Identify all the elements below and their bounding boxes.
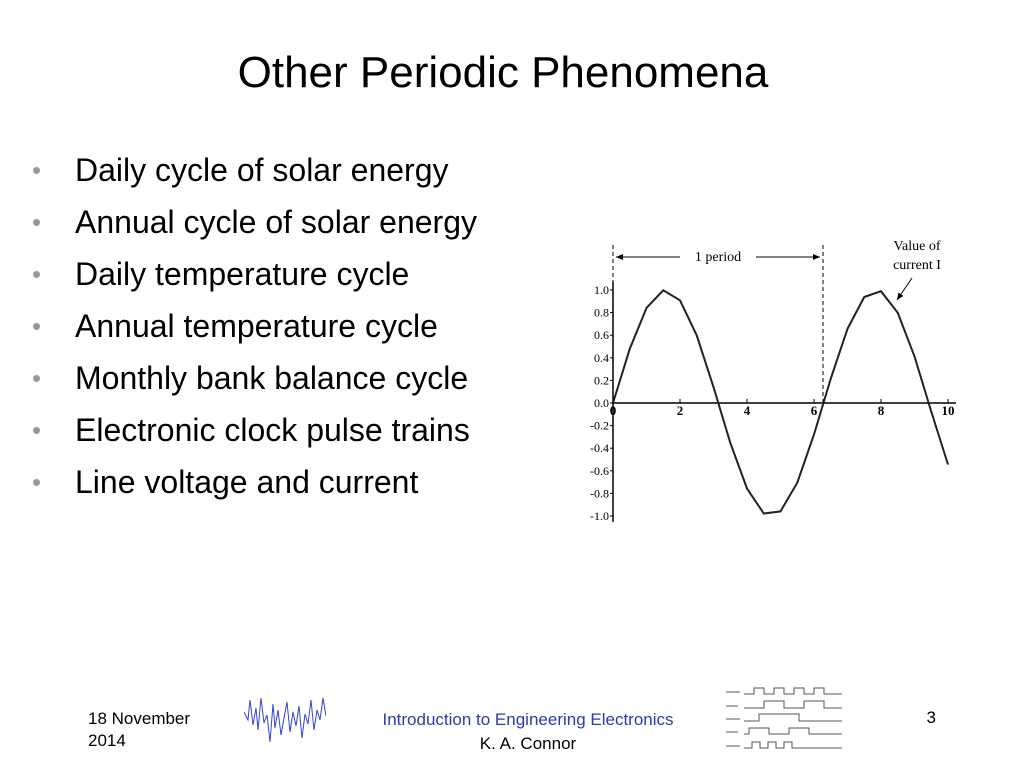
curve-pointer xyxy=(896,277,913,301)
bullet: Daily cycle of solar energy xyxy=(32,148,505,192)
slide-title: Other Periodic Phenomena xyxy=(237,48,769,97)
bullet: Annual cycle of solar energy xyxy=(32,200,505,244)
y-tick-label: 0.6 xyxy=(594,328,609,342)
bullet: Line voltage and current xyxy=(32,460,505,504)
curve-label: current I xyxy=(893,258,941,273)
y-tick-label: -0.8 xyxy=(590,486,609,500)
x-tick-label: 2 xyxy=(677,403,684,418)
pulse-image xyxy=(726,687,842,749)
bullet-list: Daily cycle of solar energy Annual cycle … xyxy=(32,148,552,512)
footer-author: K. A. Connor xyxy=(479,734,577,753)
y-tick-label: -1.0 xyxy=(590,509,609,523)
x-tick-label: 10 xyxy=(942,403,955,418)
sine-curve xyxy=(612,289,949,515)
bullet: Annual temperature cycle xyxy=(32,304,505,348)
bullet: Daily temperature cycle xyxy=(32,252,505,296)
sine-figure: 1086420-1.0-0.8-0.6-0.4-0.20.00.20.40.60… xyxy=(590,239,956,523)
footer-course: Introduction to Engineering Electronics xyxy=(382,710,674,729)
y-tick-label: -0.4 xyxy=(590,441,609,455)
footer-date: 18 November 2014 xyxy=(88,709,191,750)
bullet: Monthly bank balance cycle xyxy=(32,356,505,400)
page-number: 3 xyxy=(926,708,936,727)
bullet: Electronic clock pulse trains xyxy=(32,408,505,452)
y-tick-label: 0.2 xyxy=(594,373,609,387)
x-tick-label: 4 xyxy=(744,403,751,418)
y-tick-label: 0.8 xyxy=(594,306,609,320)
y-tick-label: 1.0 xyxy=(594,283,609,297)
y-tick-label: 0.4 xyxy=(594,351,609,365)
y-tick-label: -0.6 xyxy=(590,464,609,478)
footer-center: Introduction to Engineering Electronics … xyxy=(340,708,716,756)
y-tick-label: -0.2 xyxy=(590,419,609,433)
x-tick-label: 6 xyxy=(811,403,818,418)
x-tick-label: 8 xyxy=(878,403,885,418)
period-label: 1 period xyxy=(695,250,741,265)
y-tick-label: 0.0 xyxy=(594,396,609,410)
curve-label: Value of xyxy=(893,239,940,254)
noise-image xyxy=(244,697,326,743)
